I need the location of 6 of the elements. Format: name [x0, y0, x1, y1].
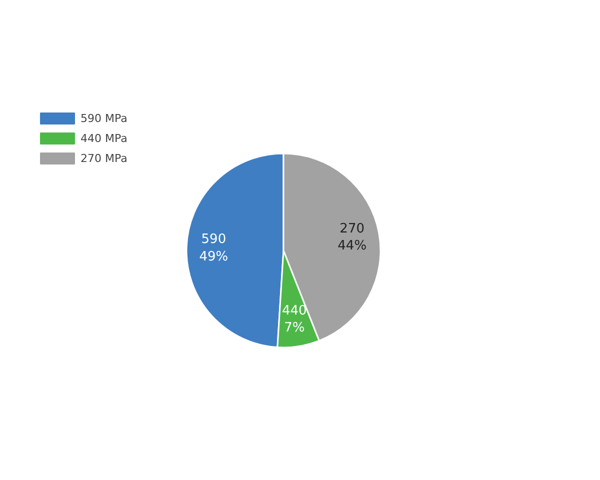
data-label: 270 44%: [338, 221, 367, 254]
data-label: 440 7%: [282, 303, 307, 336]
legend-label: 590 MPa: [80, 112, 128, 125]
legend-label: 270 MPa: [80, 152, 128, 165]
legend-label: 440 MPa: [80, 132, 128, 145]
data-label: 590 49%: [199, 232, 228, 264]
